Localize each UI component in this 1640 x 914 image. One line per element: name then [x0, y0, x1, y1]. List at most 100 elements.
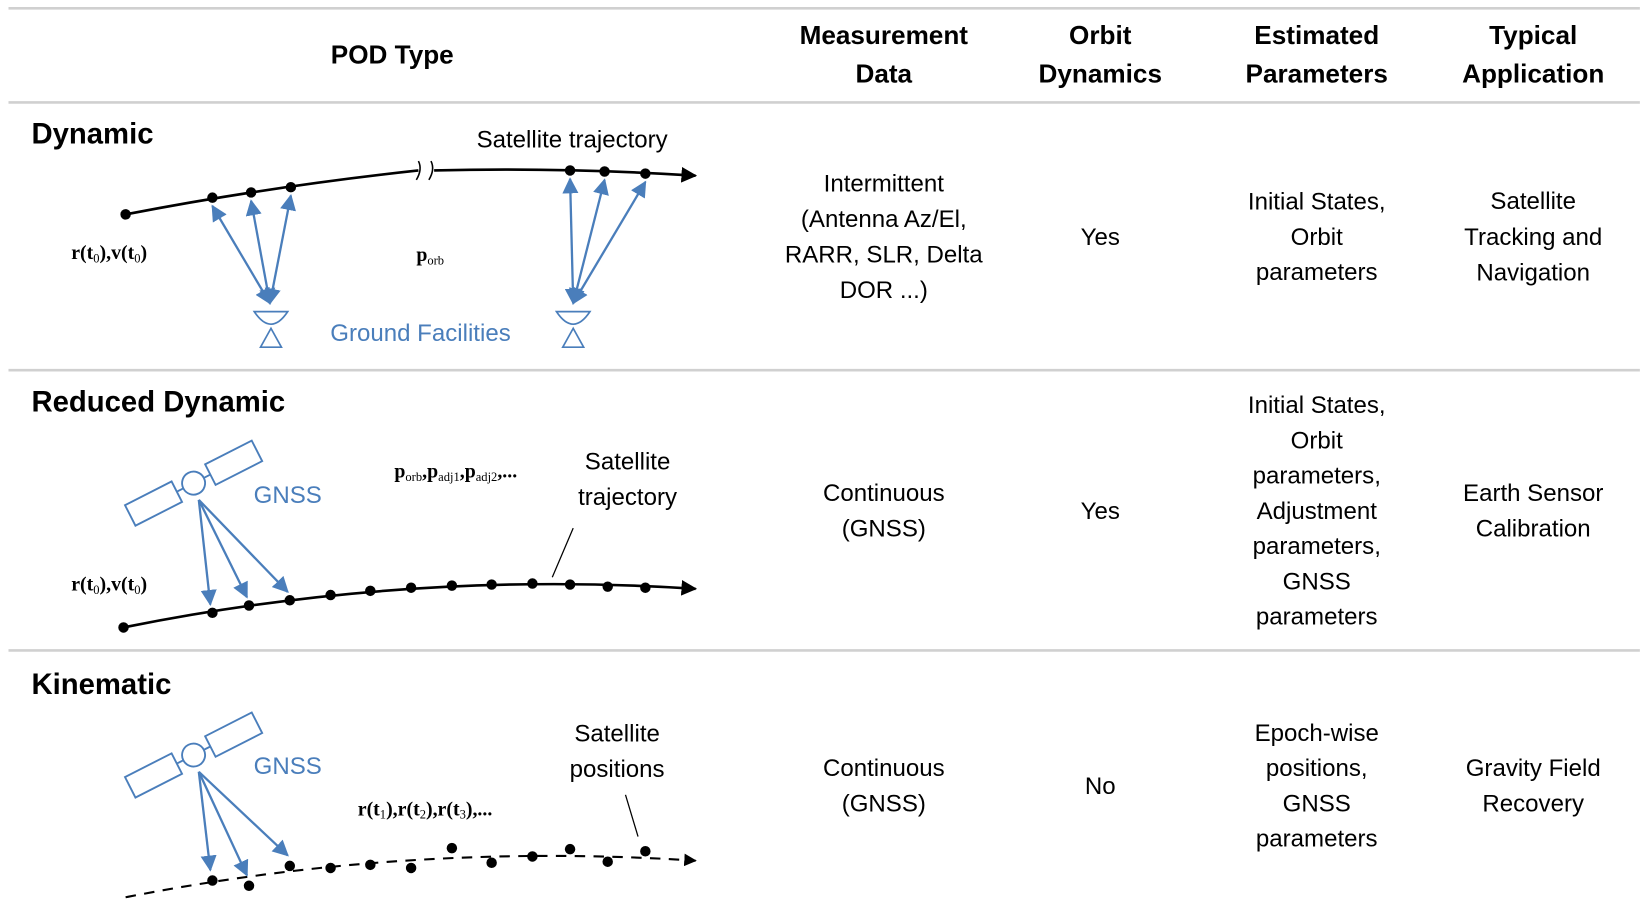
measurement-data: (GNSS): [842, 516, 926, 543]
trajectory-point: [207, 875, 217, 885]
trajectory-point: [486, 858, 496, 868]
typical-application: Tracking and: [1464, 224, 1602, 251]
column-header: Measurement: [800, 20, 969, 50]
trajectory-point: [640, 846, 650, 856]
math-text: p: [394, 460, 405, 482]
math-label: r(t0),v(t0): [71, 573, 147, 597]
measurement-data: DOR ...): [840, 277, 928, 304]
typical-application: Earth Sensor: [1463, 480, 1603, 507]
column-header: Data: [855, 59, 912, 89]
trajectory-point: [246, 187, 256, 197]
dish-base: [261, 328, 282, 347]
pod-type-name: Kinematic: [31, 668, 171, 701]
pod-type-name: Reduced Dynamic: [31, 385, 285, 418]
trajectory-point: [565, 844, 575, 854]
trajectory-label: trajectory: [578, 484, 677, 511]
estimated-parameters: parameters,: [1253, 533, 1381, 560]
signal-arrow: [199, 500, 247, 597]
measurement-data: Continuous: [823, 755, 945, 782]
trajectory-point: [640, 168, 650, 178]
column-header: Orbit: [1069, 20, 1132, 50]
signal-arrow: [573, 180, 604, 303]
estimated-parameters: Orbit: [1291, 427, 1343, 454]
subscript: orb: [427, 253, 444, 267]
column-header: POD Type: [331, 39, 454, 69]
measurement-data: RARR, SLR, Delta: [785, 242, 983, 269]
estimated-parameters: GNSS: [1283, 568, 1351, 595]
trajectory-point: [486, 579, 496, 589]
math-text: ): [141, 573, 148, 595]
math-label: r(t1),r(t2),r(t3),...: [358, 798, 493, 822]
trajectory-point: [286, 182, 296, 192]
trajectory-label: Satellite: [574, 721, 660, 748]
trajectory-point: [365, 860, 375, 870]
estimated-parameters: parameters: [1256, 604, 1378, 631]
facilities-label: Ground Facilities: [330, 320, 510, 347]
orbit-dynamics: Yes: [1081, 224, 1120, 251]
satellite-body: [178, 468, 209, 499]
trajectory-point: [120, 209, 130, 219]
math-text: p: [416, 244, 427, 266]
column-header: Typical: [1489, 20, 1577, 50]
measurement-data: (Antenna Az/El,: [801, 206, 967, 233]
column-header: Parameters: [1246, 59, 1388, 89]
trajectory-point: [565, 165, 575, 175]
gnss-label: GNSS: [254, 482, 322, 509]
trajectory-label: Satellite trajectory: [477, 127, 668, 154]
trajectory-point: [565, 579, 575, 589]
trajectory-point: [325, 590, 335, 600]
trajectory-point: [207, 608, 217, 618]
gnss-satellite-icon: [125, 441, 262, 526]
measurement-data: Intermittent: [824, 170, 945, 197]
table-rules: [8, 8, 1639, 650]
trajectory-point: [640, 582, 650, 592]
column-header: Dynamics: [1039, 59, 1162, 89]
orbit-dynamics: No: [1085, 773, 1116, 800]
estimated-parameters: positions,: [1266, 755, 1368, 782]
trajectory-label: positions: [570, 756, 665, 783]
math-text: ),v(t: [100, 242, 135, 264]
gnss-satellite-icon: [125, 713, 262, 798]
math-label: porb: [416, 244, 444, 268]
trajectory-point: [118, 622, 128, 632]
typical-application: Navigation: [1476, 259, 1590, 286]
trajectory-point: [406, 582, 416, 592]
estimated-parameters: parameters: [1256, 259, 1378, 286]
ground-station-icon: [556, 312, 589, 348]
solar-panel: [205, 713, 262, 757]
math-text: r(t: [71, 242, 93, 264]
signal-arrow: [573, 182, 645, 303]
measurement-data: (GNSS): [842, 791, 926, 818]
satellite-body: [178, 740, 209, 771]
math-text: ,p: [422, 460, 438, 482]
trajectory-point: [599, 166, 609, 176]
signal-arrow: [570, 179, 573, 303]
math-label: porb,padj1,padj2,...: [394, 460, 517, 484]
estimated-parameters: Orbit: [1291, 224, 1343, 251]
dish: [556, 312, 589, 325]
estimated-parameters: parameters,: [1253, 463, 1381, 490]
trajectory-point: [285, 595, 295, 605]
math-text: ): [141, 242, 148, 264]
math-text: ),...: [466, 798, 493, 820]
trajectory-point: [285, 861, 295, 871]
estimated-parameters: Initial States,: [1248, 189, 1386, 216]
estimated-parameters: Initial States,: [1248, 392, 1386, 419]
subscript: adj1: [438, 470, 460, 484]
gnss-label: GNSS: [254, 753, 322, 780]
subscript: adj2: [476, 470, 498, 484]
trajectory-point: [602, 581, 612, 591]
trajectory-point: [447, 580, 457, 590]
measurement-data: Continuous: [823, 480, 945, 507]
estimated-parameters: parameters: [1256, 826, 1378, 853]
math-text: ),r(t: [386, 798, 420, 820]
signal-arrow: [199, 772, 288, 856]
math-label: r(t0),v(t0): [71, 242, 147, 266]
math-text: r(t: [358, 798, 380, 820]
trajectory-point: [406, 863, 416, 873]
math-text: ),v(t: [100, 573, 135, 595]
subscript: orb: [405, 470, 422, 484]
solar-panel: [125, 753, 182, 797]
pod-type-name: Dynamic: [31, 118, 153, 151]
typical-application: Satellite: [1490, 188, 1576, 215]
